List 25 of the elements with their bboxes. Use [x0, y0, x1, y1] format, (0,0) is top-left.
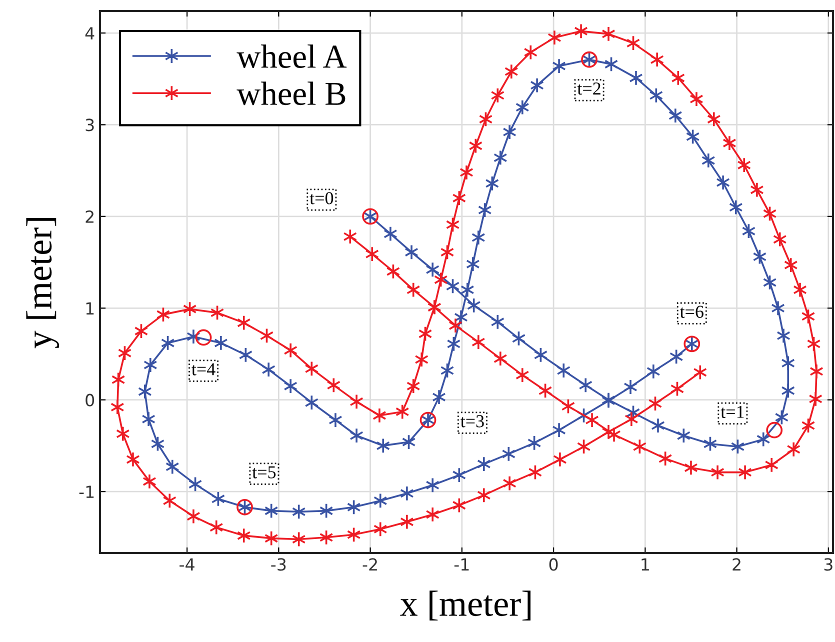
x-axis-title: x [meter]: [400, 590, 530, 621]
x-tick-label: 0: [549, 558, 558, 571]
legend-label: wheel B: [236, 82, 346, 106]
annotation: t=1: [720, 406, 744, 418]
legend-label: wheel A: [236, 44, 347, 68]
x-tick-label: 2: [732, 558, 740, 571]
annotation: t=2: [577, 82, 600, 95]
y-tick-label: 1: [86, 302, 94, 314]
annotation: t=0: [310, 192, 334, 204]
y-tick-label: 0: [86, 394, 94, 406]
annotation: t=6: [680, 306, 704, 318]
x-tick-label: -2: [362, 558, 377, 571]
annotation: t=5: [252, 466, 276, 478]
annotation: t=3: [460, 415, 484, 428]
annotation: t=4: [192, 363, 216, 376]
y-tick-label: 4: [85, 27, 94, 40]
x-tick-label: -1: [454, 558, 469, 571]
x-tick-label: -3: [271, 558, 286, 571]
y-axis-title: y [meter]: [26, 218, 60, 348]
x-tick-label: -4: [180, 558, 194, 571]
y-tick-label: -1: [79, 486, 94, 498]
y-tick-label: 3: [86, 118, 94, 132]
x-tick-label: 3: [824, 558, 832, 571]
y-tick-label: 2: [86, 210, 94, 223]
x-tick-label: 1: [642, 558, 649, 571]
